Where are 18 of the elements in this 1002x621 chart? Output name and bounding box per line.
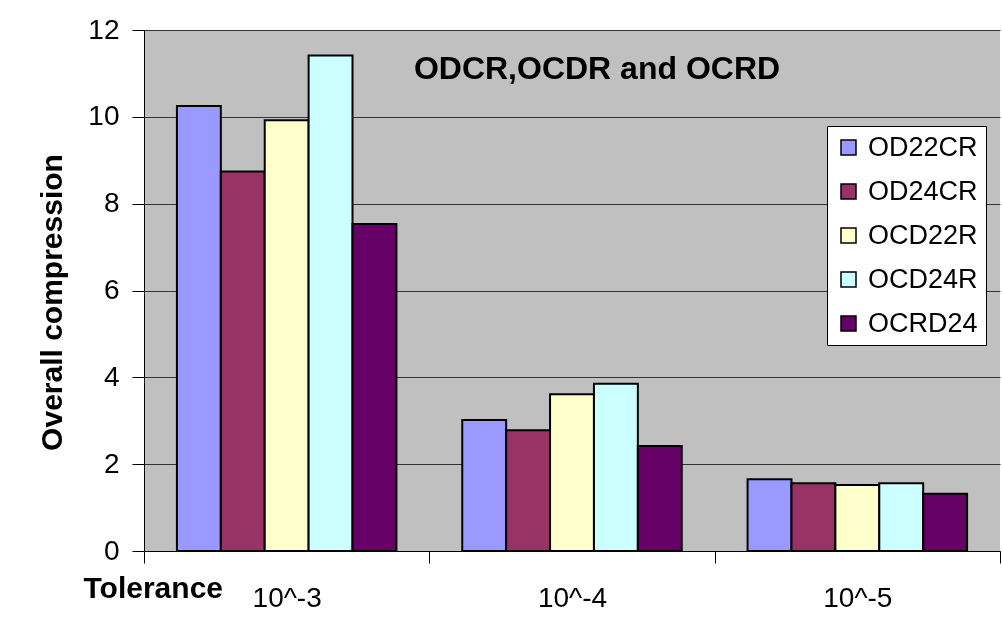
- legend-label: OD24CR: [868, 175, 978, 206]
- y-tick-label: 12: [88, 13, 120, 45]
- y-tick-label: 4: [103, 360, 120, 392]
- y-tick-label: 0: [103, 534, 120, 566]
- text: ODCR,OCDR and OCRD: [413, 50, 781, 86]
- legend-label: OCD22R: [868, 219, 978, 250]
- x-tick-label: 10^-3: [252, 581, 322, 613]
- legend-label: OCRD24: [868, 307, 978, 338]
- x-axis-title: Tolerance: [83, 570, 223, 604]
- y-tick-label: 8: [103, 187, 120, 219]
- y-axis-title: Overall compression: [34, 154, 68, 451]
- legend-label: OD22CR: [868, 131, 978, 162]
- y-tick-label: 2: [103, 447, 120, 479]
- y-tick-label: 6: [103, 274, 120, 305]
- legend-label: OCD24R: [868, 263, 978, 294]
- x-tick-label: 10^-4: [537, 581, 608, 613]
- y-tick-label: 10: [88, 100, 120, 132]
- x-tick-label: 10^-5: [823, 581, 893, 613]
